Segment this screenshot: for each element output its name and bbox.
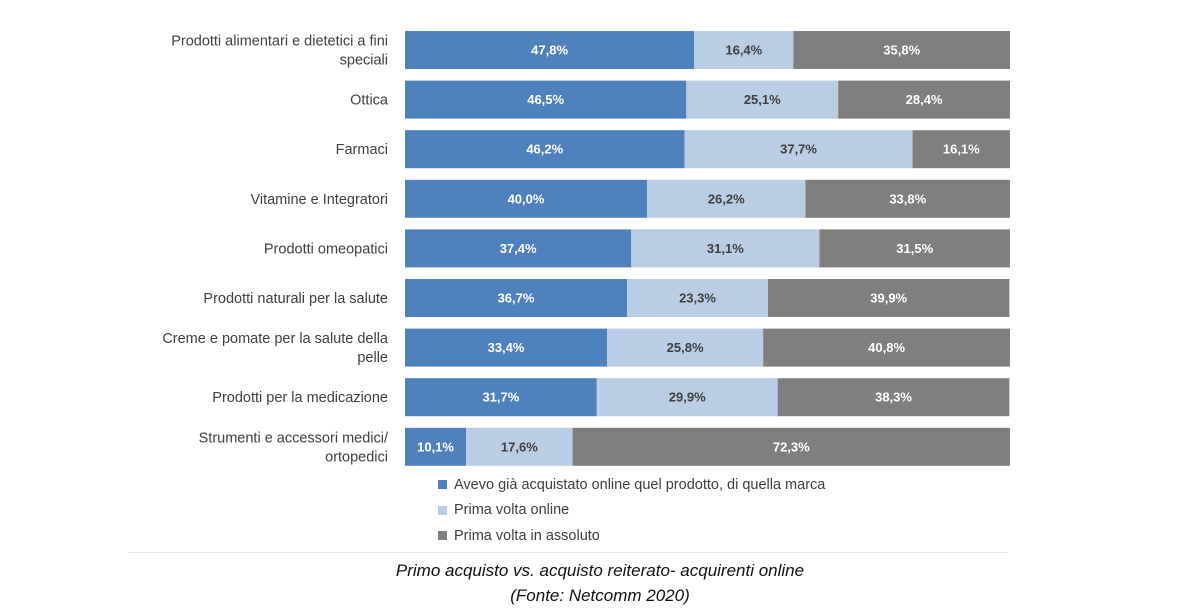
- legend-swatch-series-1: [438, 480, 447, 490]
- data-label-series-1: 37,4%: [500, 241, 537, 256]
- legend-label-series-3: Prima volta in assoluto: [454, 527, 600, 544]
- category-label-line: Ottica: [350, 93, 389, 109]
- category-label-line: Farmaci: [336, 142, 388, 158]
- category-label: Prodotti omeopatici: [264, 241, 388, 257]
- chart-legend: Avevo già acquistato online quel prodott…: [438, 472, 825, 549]
- category-label: Prodotti naturali per la salute: [203, 291, 388, 307]
- legend-label-series-2: Prima volta online: [454, 502, 570, 519]
- data-label-series-3: 39,9%: [870, 291, 907, 306]
- data-label-series-3: 33,8%: [889, 191, 926, 206]
- bar-segment-series-2: [694, 31, 794, 69]
- figure-source: (Fonte: Netcomm 2020): [510, 586, 690, 605]
- legend-item-series-3: Prima volta in assoluto: [438, 523, 825, 549]
- bar-segment-series-1: [405, 279, 628, 317]
- category-label-line: Prodotti naturali per la salute: [203, 291, 388, 307]
- data-label-series-1: 36,7%: [498, 291, 535, 306]
- bar-segment-series-3: [819, 229, 1010, 268]
- category-label-line: Vitamine e Integratori: [250, 192, 388, 208]
- bar-segment-series-3: [793, 31, 1010, 69]
- data-label-series-2: 31,1%: [707, 241, 744, 256]
- data-label-series-3: 31,5%: [896, 241, 933, 256]
- data-label-series-1: 46,5%: [527, 92, 564, 107]
- data-label-series-2: 23,3%: [679, 291, 716, 306]
- data-label-series-3: 35,8%: [883, 43, 920, 58]
- legend-item-series-2: Prima volta online: [438, 498, 825, 524]
- category-label-line: pelle: [357, 350, 388, 366]
- data-label-series-2: 16,4%: [725, 43, 762, 58]
- category-label-line: Prodotti per la medicazione: [212, 390, 388, 406]
- category-label-line: Strumenti e accessori medici/: [199, 430, 389, 446]
- figure-caption: Primo acquisto vs. acquisto reiterato- a…: [395, 561, 805, 580]
- bar-segment-series-1: [405, 328, 608, 367]
- bar-segment-series-2: [686, 80, 839, 119]
- bar-segment-series-1: [405, 427, 467, 466]
- category-label: Vitamine e Integratori: [250, 192, 388, 208]
- category-label-line: ortopedici: [325, 449, 388, 465]
- data-label-series-1: 10,1%: [417, 439, 454, 454]
- bar-segment-series-3: [777, 378, 1010, 417]
- bar-segment-series-1: [405, 31, 695, 69]
- legend-swatch-series-3: [438, 531, 447, 541]
- category-label-line: Prodotti omeopatici: [264, 241, 388, 257]
- stacked-bar-chart: Prodotti alimentari e dietetici a fini sp…: [162, 31, 1010, 466]
- bar-segment-series-2: [466, 427, 573, 466]
- bar-segment-series-3: [572, 427, 1010, 466]
- bar-segment-series-1: [405, 378, 597, 417]
- data-label-series-2: 25,8%: [667, 340, 704, 355]
- bar-segment-series-2: [596, 378, 778, 417]
- bar-segment-series-1: [405, 80, 687, 119]
- category-label-line: Creme e pomate per la salute della: [162, 331, 389, 347]
- data-label-series-1: 47,8%: [531, 43, 568, 58]
- category-label: Prodotti alimentari e dietetici a fini sp…: [171, 34, 388, 69]
- bar-segment-series-3: [838, 80, 1010, 119]
- caption-divider: [128, 552, 1008, 553]
- data-label-series-1: 33,4%: [488, 340, 525, 355]
- bar-segment-series-2: [627, 279, 768, 317]
- data-label-series-2: 37,7%: [780, 142, 817, 157]
- data-label-series-1: 46,2%: [526, 142, 563, 157]
- data-label-series-1: 40,0%: [508, 191, 545, 206]
- bar-segment-series-2: [607, 328, 764, 367]
- data-label-series-2: 25,1%: [744, 92, 781, 107]
- bar-segment-series-3: [763, 328, 1010, 367]
- bar-segment-series-2: [647, 179, 806, 218]
- bar-segment-series-3: [912, 130, 1010, 169]
- data-label-series-3: 16,1%: [943, 142, 980, 157]
- category-label-line: speciali: [340, 53, 388, 69]
- data-label-series-1: 31,7%: [482, 390, 519, 405]
- bar-segment-series-3: [805, 179, 1010, 218]
- data-label-series-2: 26,2%: [708, 191, 745, 206]
- bar-segment-series-1: [405, 229, 632, 268]
- category-label: Strumenti e accessori medici/ortopedici: [199, 430, 389, 465]
- category-label: Ottica: [350, 93, 389, 109]
- bar-segment-series-2: [684, 130, 913, 169]
- legend-label-series-1: Avevo già acquistato online quel prodott…: [454, 476, 826, 493]
- legend-item-series-1: Avevo già acquistato online quel prodott…: [438, 472, 825, 498]
- data-label-series-3: 38,3%: [875, 390, 912, 405]
- bar-segment-series-1: [405, 179, 647, 218]
- data-label-series-3: 28,4%: [906, 92, 943, 107]
- bar-segment-series-1: [405, 130, 685, 169]
- category-label: Farmaci: [336, 142, 388, 158]
- data-label-series-2: 29,9%: [669, 390, 706, 405]
- data-label-series-2: 17,6%: [501, 439, 538, 454]
- legend-swatch-series-2: [438, 505, 447, 515]
- bar-segment-series-3: [768, 279, 1010, 317]
- data-label-series-3: 72,3%: [773, 439, 810, 454]
- category-label-line: Prodotti alimentari e dietetici a fini: [171, 34, 388, 50]
- data-label-series-3: 40,8%: [868, 340, 905, 355]
- bar-segment-series-2: [631, 229, 820, 268]
- category-label: Creme e pomate per la salute della pelle: [162, 331, 389, 366]
- category-label: Prodotti per la medicazione: [212, 390, 388, 406]
